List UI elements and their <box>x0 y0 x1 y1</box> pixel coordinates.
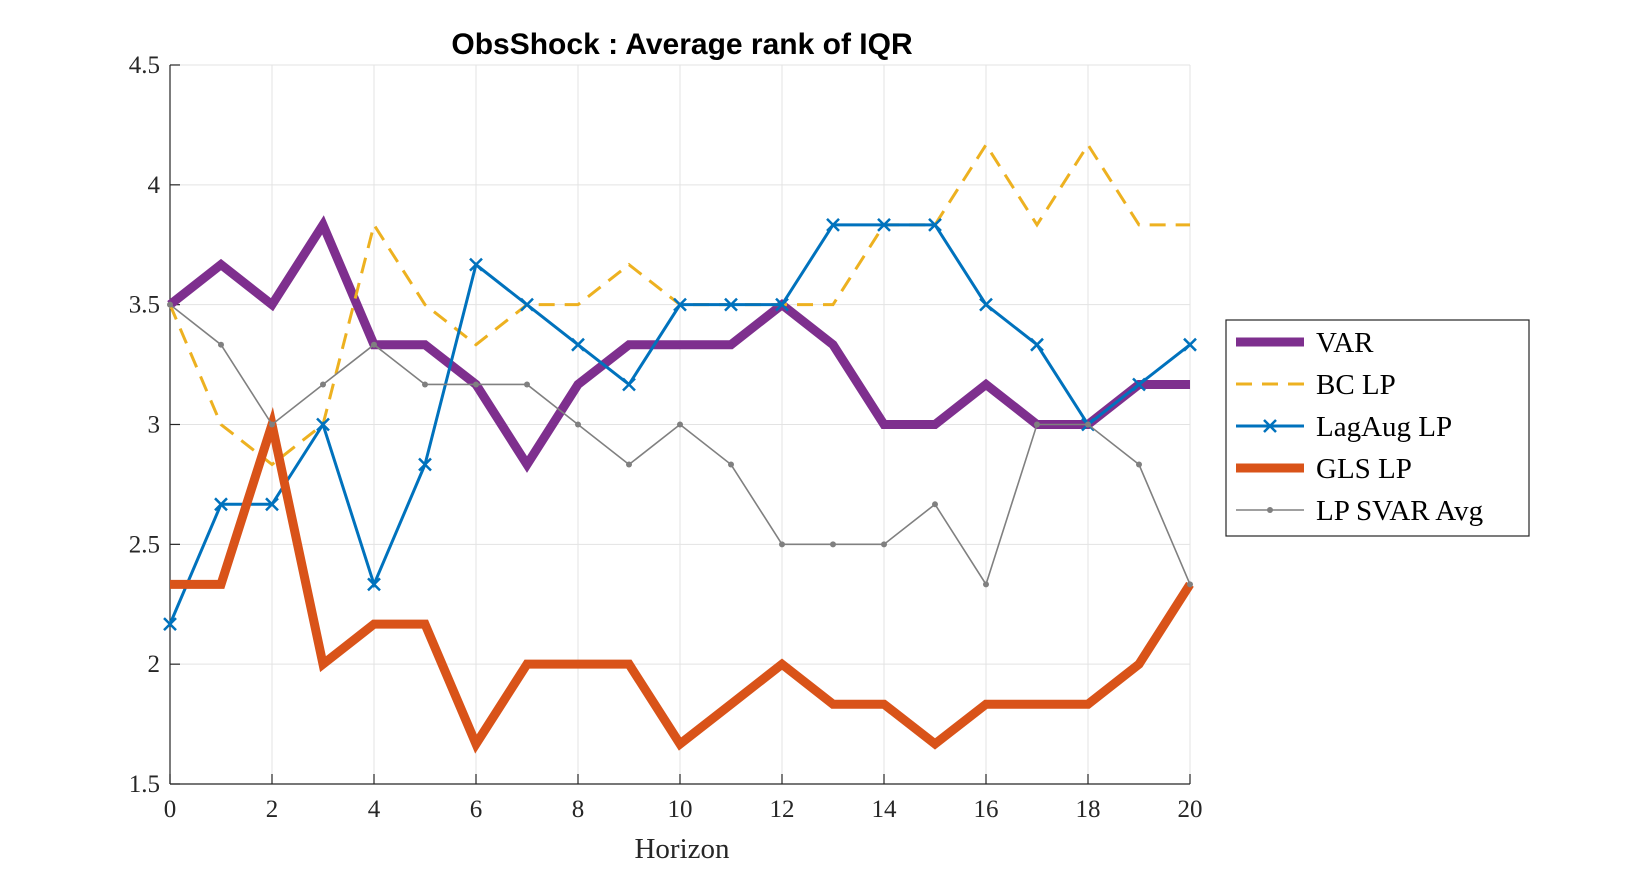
legend-label: VAR <box>1316 327 1374 359</box>
data-point-lagaug-lp <box>316 417 330 432</box>
x-tick-label: 18 <box>1076 796 1101 823</box>
x-tick-label: 0 <box>164 796 177 823</box>
data-point-lagaug-lp <box>1030 337 1044 352</box>
legend-label: GLS LP <box>1316 453 1412 485</box>
data-point-lp-svar-avg <box>677 421 683 428</box>
legend-marker <box>1267 507 1273 513</box>
legend-item-lp-svar-avg: LP SVAR Avg <box>1236 495 1483 527</box>
series-var <box>167 215 1190 473</box>
x-tick-label: 6 <box>470 796 483 823</box>
data-point-lagaug-lp <box>979 297 993 312</box>
data-point-lagaug-lp <box>1183 337 1197 352</box>
data-point-lp-svar-avg <box>575 421 581 428</box>
data-point-lagaug-lp <box>724 297 738 312</box>
data-point-lagaug-lp <box>775 297 789 312</box>
x-tick-label: 4 <box>368 796 381 823</box>
legend-label: BC LP <box>1316 369 1396 401</box>
data-point-lagaug-lp <box>214 497 228 512</box>
legend-item-gls-lp: GLS LP <box>1236 453 1412 485</box>
axes <box>169 64 1191 785</box>
x-tick-label: 20 <box>1178 796 1203 823</box>
y-tick-label: 3 <box>148 412 161 439</box>
x-tick-label: 12 <box>770 796 795 823</box>
data-point-lagaug-lp <box>673 297 687 312</box>
series-gls-lp <box>170 406 1194 754</box>
data-point-lp-svar-avg <box>167 301 173 308</box>
data-point-lagaug-lp <box>571 337 585 352</box>
data-point-lagaug-lp <box>877 217 891 232</box>
tick-labels: 0 2 4 6 8 10 12 14 16 18 20 1.5 2 2.5 3 3.5 4 4.5 <box>129 52 1203 823</box>
data-point-lagaug-lp <box>622 377 636 392</box>
data-point-lp-svar-avg <box>626 461 632 468</box>
x-tick-label: 16 <box>974 796 999 823</box>
legend-label: LP SVAR Avg <box>1316 495 1483 527</box>
chart-title: ObsShock : Average rank of IQR <box>451 28 913 61</box>
legend-item-lagaug-lp: LagAug LP <box>1236 411 1452 443</box>
data-point-lagaug-lp <box>163 617 177 632</box>
data-point-lp-svar-avg <box>371 341 377 348</box>
series-line-gls-lp <box>170 406 1194 754</box>
data-point-lp-svar-avg <box>932 501 938 508</box>
data-point-lagaug-lp <box>826 217 840 232</box>
data-point-lp-svar-avg <box>1085 421 1091 428</box>
data-point-lagaug-lp <box>367 577 381 592</box>
x-axis-label: Horizon <box>634 833 730 865</box>
y-tick-label: 3.5 <box>129 292 160 319</box>
y-tick-label: 1.5 <box>129 771 160 798</box>
y-tick-label: 4.5 <box>129 52 160 79</box>
series-lagaug-lp <box>163 217 1197 632</box>
data-point-lp-svar-avg <box>779 541 785 548</box>
y-tick-label: 2 <box>148 651 161 678</box>
data-point-lagaug-lp <box>469 257 483 272</box>
y-tick-label: 2.5 <box>129 531 160 558</box>
data-point-lp-svar-avg <box>524 381 530 388</box>
data-point-lagaug-lp <box>928 217 942 232</box>
x-tick-label: 14 <box>872 796 898 823</box>
legend-item-bc-lp: BC LP <box>1236 369 1396 401</box>
data-point-lagaug-lp <box>520 297 534 312</box>
data-point-lagaug-lp <box>265 497 279 512</box>
legend-item-var: VAR <box>1236 327 1374 359</box>
x-tick-label: 10 <box>668 796 693 823</box>
data-point-lp-svar-avg <box>830 541 836 548</box>
legend-label: LagAug LP <box>1316 411 1452 443</box>
data-point-lp-svar-avg <box>422 381 428 388</box>
data-point-lp-svar-avg <box>218 341 224 348</box>
data-point-lp-svar-avg <box>269 421 275 428</box>
series-lines <box>163 142 1197 754</box>
y-tick-label: 4 <box>148 172 161 199</box>
series-lp-svar-avg <box>167 301 1193 588</box>
data-point-lp-svar-avg <box>983 581 989 588</box>
data-point-lp-svar-avg <box>473 381 479 388</box>
x-tick-label: 8 <box>572 796 585 823</box>
legend: VAR BC LP LagAug LP GLS LP LP SVAR Avg <box>1225 319 1530 537</box>
data-point-lp-svar-avg <box>728 461 734 468</box>
data-point-lagaug-lp <box>1132 377 1146 392</box>
data-point-lagaug-lp <box>418 457 432 472</box>
data-point-lp-svar-avg <box>881 541 887 548</box>
data-point-lp-svar-avg <box>1034 421 1040 428</box>
data-point-lp-svar-avg <box>1187 581 1193 588</box>
legend-marker <box>1263 419 1277 433</box>
data-point-lp-svar-avg <box>1136 461 1142 468</box>
x-tick-label: 2 <box>266 796 279 823</box>
data-point-lp-svar-avg <box>320 381 326 388</box>
series-line-var <box>167 215 1190 473</box>
legend-box <box>1225 319 1530 537</box>
